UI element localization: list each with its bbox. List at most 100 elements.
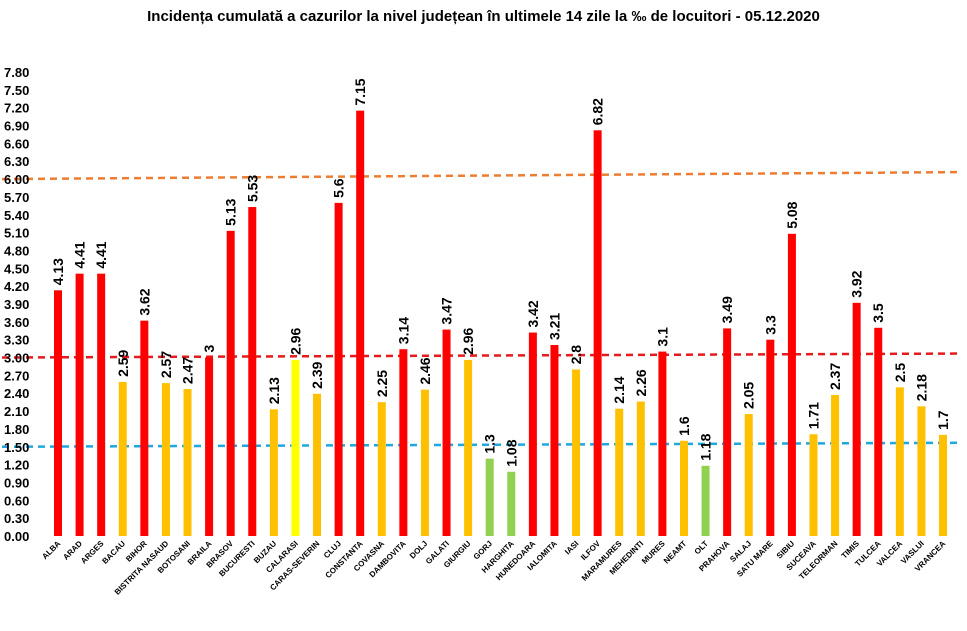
y-tick-label: 1.50 [4,440,29,455]
y-tick-label: 2.40 [4,386,29,401]
bar-value-label: 5.53 [244,175,260,202]
chart-title: Incidența cumulată a cazurilor la nivel … [147,8,820,25]
bar [420,389,429,536]
bar-value-label: 3.21 [546,313,562,340]
bar [679,440,688,536]
bar-value-label: 1.3 [482,434,498,454]
y-tick-label: 2.70 [4,368,29,383]
bar [291,359,300,536]
y-tick-label: 0.90 [4,475,29,490]
bar [334,202,343,536]
y-tick-label: 3.00 [4,351,29,366]
bar [939,434,947,536]
bar-value-label: 4.41 [72,241,88,268]
bar-value-label: 3.47 [439,297,455,324]
bar [507,471,516,536]
y-tick-label: 4.80 [4,243,29,258]
bar [442,329,451,536]
bar [313,393,322,536]
bar [269,409,278,536]
y-tick-label: 5.40 [4,208,29,223]
y-tick-label: 7.50 [4,83,29,98]
x-tick-label: IASI [563,539,580,556]
bar [701,465,710,536]
bar-value-label: 2.37 [827,363,843,390]
bar-value-label: 1.6 [676,416,692,436]
y-tick-label: 0.00 [4,529,29,544]
x-tick-label: BACAU [100,539,127,566]
bar [809,434,818,536]
bar-value-label: 3.14 [395,317,411,344]
bar-value-label: 3.49 [719,296,735,323]
bar [248,207,257,537]
bar [97,273,106,536]
bar [140,320,149,536]
bar-value-label: 3.1 [654,327,670,347]
bar-value-label: 2.39 [309,361,325,388]
y-tick-label: 3.60 [4,315,29,330]
bar-value-label: 2.8 [568,345,584,365]
y-tick-label: 1.80 [4,422,29,437]
bar-value-label: 2.5 [892,363,908,383]
bar [183,389,192,536]
bar-value-label: 3.92 [849,270,865,297]
y-tick-label: 2.10 [4,404,29,419]
y-axis-ticks: 0.00 0.30 0.60 0.90 1.20 1.50 1.80 2.10 2.40 2.70… [4,65,29,544]
bar [54,290,62,536]
y-tick-label: 3.30 [4,333,29,348]
x-tick-label: TELEORMAN [797,539,839,581]
bar [356,110,365,537]
bar [831,395,840,536]
bar-value-label: 2.96 [460,327,476,354]
bars [54,110,947,537]
x-tick-label: NEAMT [662,539,689,566]
bar-value-label: 2.46 [417,357,433,384]
bar-value-label: 4.13 [50,258,66,285]
y-tick-label: 6.30 [4,154,29,169]
bar [615,408,624,536]
y-tick-label: 1.20 [4,458,29,473]
y-tick-label: 5.70 [4,190,29,205]
bar [226,230,235,537]
y-tick-label: 4.20 [4,279,29,294]
bar [528,332,537,536]
bar-value-label: 6.82 [590,98,606,125]
bar-value-label: 5.6 [331,178,347,198]
bar-value-label: 1.18 [698,433,714,460]
bar-value-label: 2.47 [180,357,196,384]
bar-value-label: 2.14 [611,376,627,403]
bar [744,414,753,536]
bar-value-label: 3.42 [525,300,541,327]
bar-value-label: 2.25 [374,370,390,397]
bar [464,359,473,536]
bar [852,302,861,536]
bar [895,387,904,536]
bar [118,381,127,536]
y-tick-label: 5.10 [4,226,29,241]
y-tick-label: 4.50 [4,261,29,276]
threshold-line [1,352,963,359]
bar [766,339,775,536]
bar [593,130,602,537]
y-tick-label: 6.60 [4,136,29,151]
bar-value-label: 2.57 [158,351,174,378]
bar [572,369,581,536]
bar-value-label: 4.41 [93,241,109,268]
y-tick-label: 6.90 [4,119,29,134]
bar-value-label: 5.08 [784,201,800,228]
bar-value-label: 2.18 [913,374,929,401]
y-tick-label: 7.80 [4,65,29,80]
bar [917,406,926,536]
bar-value-label: 2.59 [115,349,131,376]
bar [377,402,386,536]
bar-value-label: 2.96 [287,327,303,354]
bar [658,351,667,536]
bar [161,383,170,536]
value-labels: 4.13 4.41 4.41 2.59 3.62 2.57 2.47 3 5.13 5.53 2.1… [50,78,951,467]
bar-value-label: 3.62 [136,288,152,315]
y-tick-label: 0.60 [4,493,29,508]
bar-value-label: 1.71 [805,402,821,429]
